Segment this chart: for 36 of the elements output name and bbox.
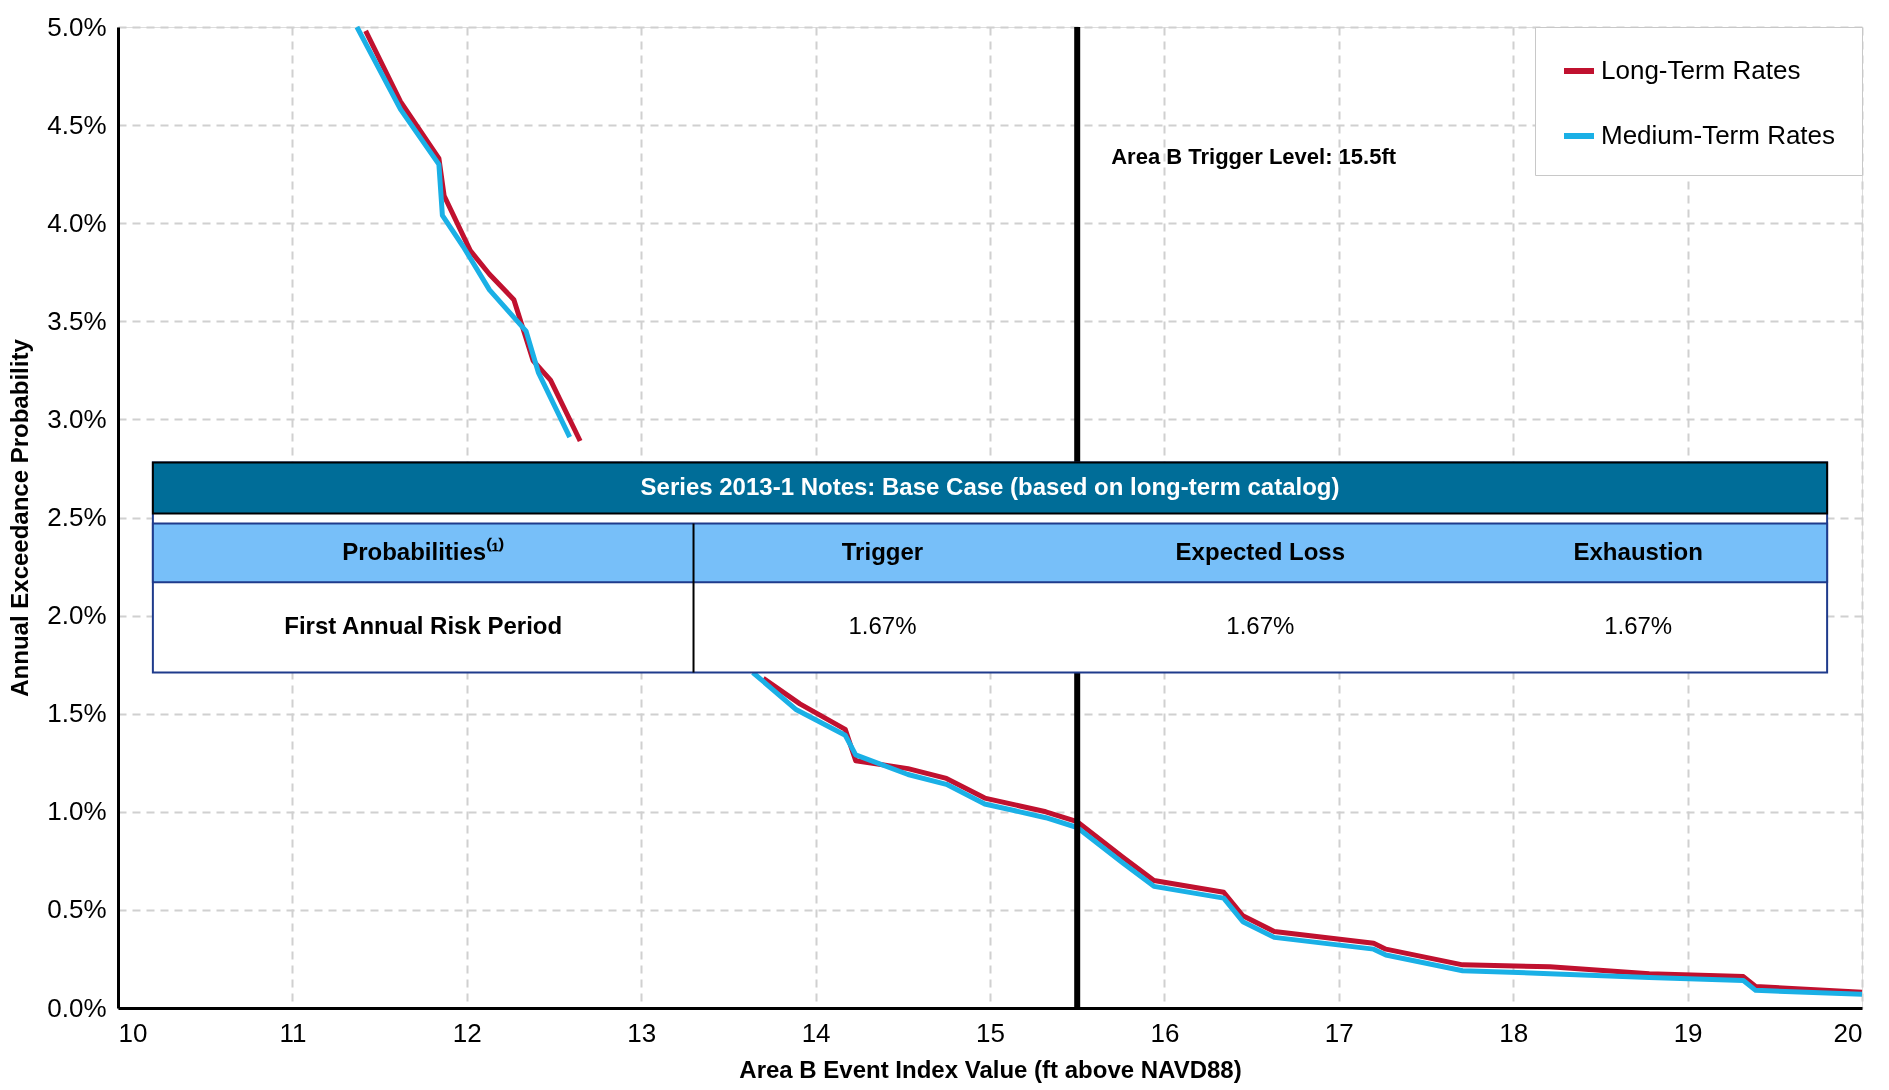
x-tick-label: 18 (1499, 1017, 1529, 1048)
y-tick-label: 4.0% (47, 207, 107, 238)
y-tick-label: 0.0% (47, 992, 107, 1023)
annotation: 1.67% (1226, 612, 1295, 640)
legend-label: Medium-Term Rates (1601, 120, 1836, 150)
x-tick-label: 11 (279, 1017, 307, 1048)
x-tick-label: 10 (118, 1017, 148, 1048)
y-tick-label: 1.5% (47, 698, 107, 729)
legend-label: Long-Term Rates (1601, 55, 1801, 85)
annotation: Probabilities⁽¹⁾ (342, 536, 505, 565)
x-tick-label: 19 (1673, 1017, 1703, 1048)
y-tick-label: 2.5% (47, 502, 107, 532)
x-tick-label: 20 (1833, 1017, 1863, 1048)
y-axis-title: Annual Exceedance Probability (6, 338, 34, 697)
y-tick-label: 3.0% (47, 403, 107, 434)
x-axis-title: Area B Event Index Value (ft above NAVD88) (739, 1055, 1242, 1083)
x-tick-label: 13 (627, 1017, 657, 1048)
x-tick-label: 16 (1150, 1017, 1180, 1048)
y-tick-label: 2.0% (47, 600, 107, 631)
annotation: 1.67% (848, 612, 917, 640)
y-tick-label: 3.5% (47, 305, 107, 336)
annotation: First Annual Risk Period (284, 612, 563, 640)
y-tick-label: 0.5% (47, 894, 107, 925)
x-tick-label: 14 (801, 1017, 831, 1048)
y-tick-label: 4.5% (47, 109, 107, 140)
annotation: Trigger (841, 537, 924, 565)
annotation: Series 2013-1 Notes: Base Case (based on long-term catalog) (640, 473, 1340, 501)
x-tick-label: 17 (1324, 1017, 1354, 1048)
annotation: Expected Loss (1175, 537, 1346, 565)
y-tick-label: 5.0% (47, 11, 107, 42)
x-tick-label: 15 (976, 1017, 1005, 1048)
y-tick-label: 1.0% (47, 796, 107, 827)
x-tick-label: 12 (452, 1017, 482, 1048)
ref-line-label: Area B Trigger Level: 15.5ft (1111, 144, 1397, 169)
annotation: Exhaustion (1573, 537, 1703, 565)
annotation: 1.67% (1604, 612, 1673, 640)
